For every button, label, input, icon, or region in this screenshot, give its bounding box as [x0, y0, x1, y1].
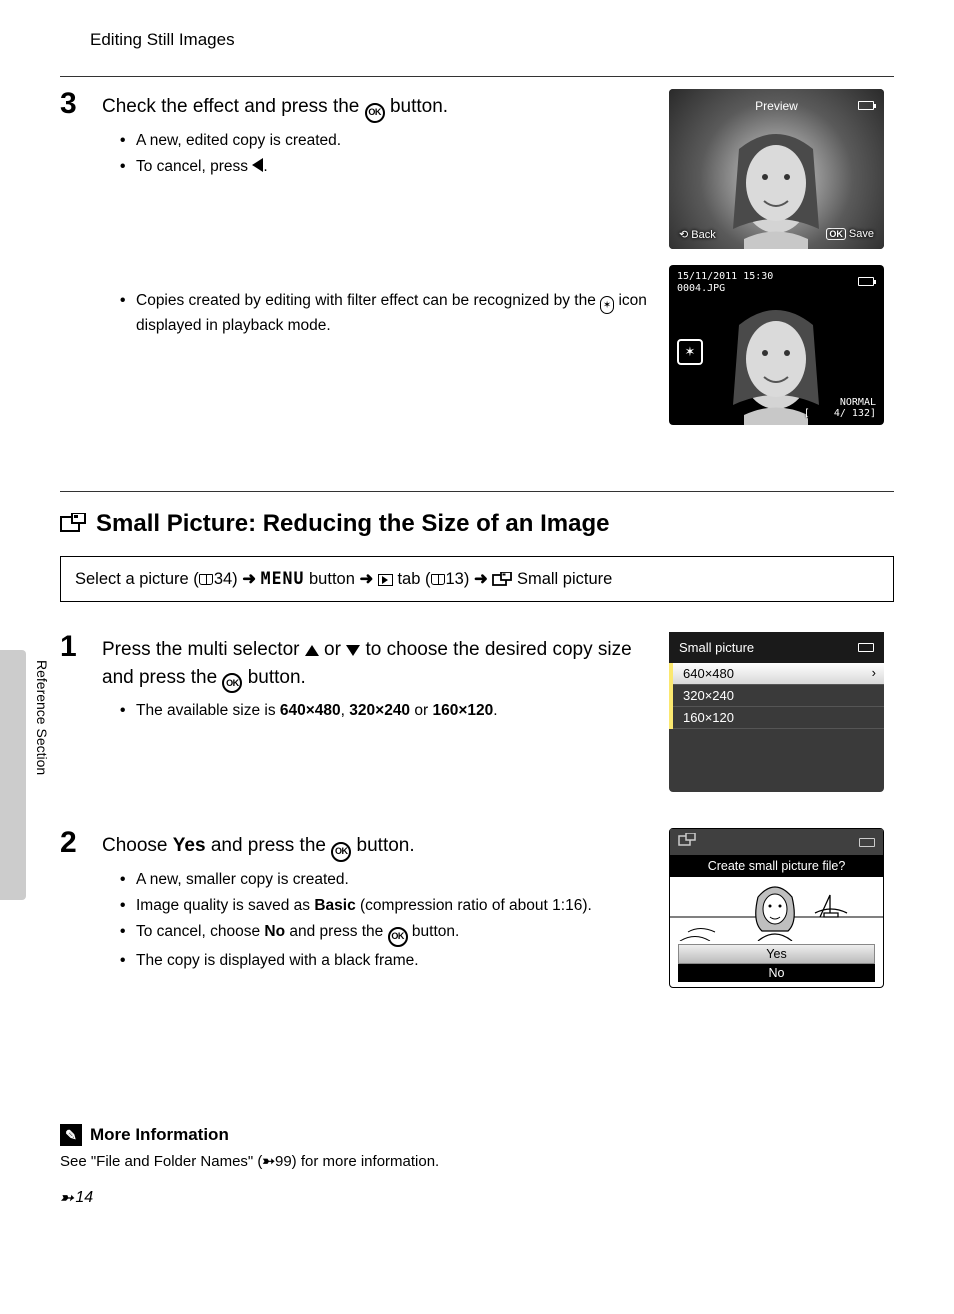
text: Copies created by editing with filter ef…: [136, 292, 600, 309]
bullet: To cancel, press .: [120, 155, 657, 179]
menu-option[interactable]: 640×480: [673, 663, 884, 685]
small-picture-icon: [492, 572, 512, 588]
figure-preview-lcd: Preview ⟲ Back OK Save: [669, 89, 884, 249]
lcd-counter: NORMAL [ 4/ 132]: [804, 397, 876, 419]
link-ref-icon: ➳: [60, 1188, 73, 1208]
navigation-path-box: Select a picture (34) ➜ MENU button ➜ ta…: [60, 556, 894, 602]
dialog-question: Create small picture file?: [670, 855, 883, 877]
bullet: A new, edited copy is created.: [120, 129, 657, 153]
step-3: 3 Check the effect and press the OK butt…: [60, 89, 894, 441]
lcd-title: Preview: [669, 99, 884, 113]
left-arrow-icon: [252, 158, 263, 172]
book-icon: [431, 574, 445, 585]
divider: [60, 76, 894, 77]
bullet: The copy is displayed with a black frame…: [120, 949, 657, 973]
heading-text: Small Picture: Reducing the Size of an I…: [96, 510, 609, 538]
bullet: To cancel, choose No and press the OK bu…: [120, 920, 657, 947]
dialog-yes-option[interactable]: Yes: [678, 944, 875, 964]
step-2: 2 Choose Yes and press the OK button. A …: [60, 828, 894, 1004]
text: To cancel, press: [136, 158, 252, 175]
filter-effect-icon: ✶: [600, 296, 614, 314]
lcd-timestamp: 15/11/2011 15:30 0004.JPG: [677, 271, 773, 295]
dialog-illustration: [670, 877, 883, 941]
figure-playback-lcd: 15/11/2011 15:30 0004.JPG ✶ NORMAL [ 4/ …: [669, 265, 884, 425]
more-info-body: See "File and Folder Names" (➳99) for mo…: [60, 1152, 894, 1170]
bullet: Image quality is saved as Basic (compres…: [120, 894, 657, 918]
arrow-icon: ➜: [242, 570, 256, 588]
ok-icon: OK: [388, 927, 408, 947]
menu-title: Small picture: [679, 640, 754, 655]
menu-label: MENU: [261, 569, 305, 588]
book-icon: [199, 574, 213, 585]
page-number: ➳14: [60, 1188, 894, 1208]
link-ref-icon: ➳: [262, 1152, 275, 1170]
divider: [60, 491, 894, 492]
text: .: [263, 158, 267, 175]
step-1: 1 Press the multi selector or to choose …: [60, 632, 894, 808]
text: Check the effect and press the: [102, 96, 365, 117]
lcd-save-label: OK Save: [826, 228, 874, 241]
bullet: The available size is 640×480, 320×240 o…: [120, 699, 657, 723]
more-info-heading: ✎ More Information: [60, 1124, 894, 1146]
sidebar-label: Reference Section: [34, 660, 50, 775]
figure-menu-lcd: Small picture 640×480 320×240 160×120: [669, 632, 884, 792]
note-icon: ✎: [60, 1124, 82, 1146]
battery-icon: [858, 643, 874, 652]
lcd-back-label: ⟲ Back: [679, 228, 716, 241]
sidebar-tab: [0, 650, 26, 900]
filter-badge-icon: ✶: [677, 339, 703, 365]
ok-icon: OK: [222, 673, 242, 693]
step-number: 1: [60, 632, 102, 662]
step-number: 3: [60, 89, 102, 119]
step-number: 2: [60, 828, 102, 858]
battery-icon: [859, 838, 875, 847]
bullet: A new, smaller copy is created.: [120, 868, 657, 892]
step-main: Check the effect and press the OK button…: [102, 93, 657, 123]
ok-icon: OK: [331, 842, 351, 862]
page-header: Editing Still Images: [90, 30, 894, 50]
up-arrow-icon: [305, 645, 319, 656]
section-title: Small Picture: Reducing the Size of an I…: [60, 510, 894, 538]
arrow-icon: ➜: [474, 570, 488, 588]
small-picture-icon: [60, 513, 86, 535]
step-main: Press the multi selector or to choose th…: [102, 636, 657, 693]
battery-icon: [858, 101, 874, 110]
face-illustration: [669, 89, 884, 249]
down-arrow-icon: [346, 645, 360, 656]
step-main: Choose Yes and press the OK button.: [102, 832, 657, 862]
battery-icon: [858, 277, 874, 286]
playback-tab-icon: [378, 574, 393, 586]
ok-icon: OK: [365, 103, 385, 123]
figure-dialog-lcd: Create small picture file? Yes: [669, 828, 884, 988]
small-picture-icon: [678, 833, 696, 852]
menu-option[interactable]: 160×120: [673, 707, 884, 729]
bullet: Copies created by editing with filter ef…: [120, 289, 657, 339]
arrow-icon: ➜: [359, 570, 373, 588]
dialog-no-option[interactable]: No: [678, 964, 875, 982]
text: button.: [390, 96, 448, 117]
menu-option[interactable]: 320×240: [673, 685, 884, 707]
